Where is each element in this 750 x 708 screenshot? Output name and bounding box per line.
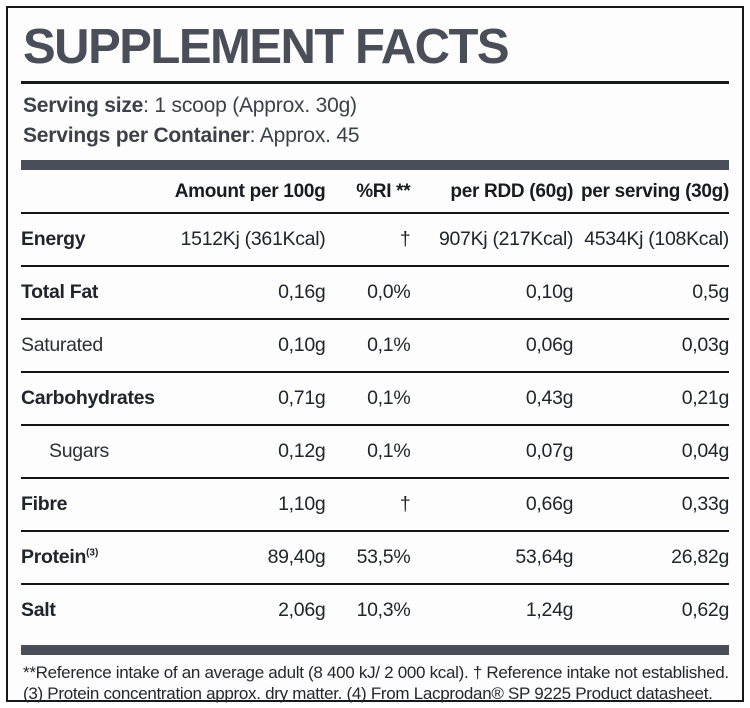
per-rdd-cell: 0,10g — [410, 265, 574, 320]
table-row: Sugars 0,12g 0,1% 0,07g 0,04g — [21, 424, 729, 479]
table-row: Salt 2,06g 10,3% 1,24g 0,62g — [21, 584, 729, 636]
per-rdd-cell: 0,06g — [410, 318, 574, 373]
table-row: Fibre 1,10g † 0,66g 0,33g — [21, 477, 729, 532]
top-accent-bar — [21, 159, 729, 170]
servings-per-container-value: : Approx. 45 — [249, 123, 360, 147]
bottom-accent-bar — [21, 644, 729, 655]
footnote-reference-intake: **Reference intake of an average adult (… — [23, 662, 729, 682]
per-serving-cell: 26,82g — [573, 530, 729, 585]
table-row: Total Fat 0,16g 0,0% 0,10g 0,5g — [21, 265, 729, 320]
table-row: Energy 1512Kj (361Kcal) † 907Kj (217Kcal) 45… — [21, 212, 729, 267]
amount-per-100g-cell: 0,16g — [169, 265, 326, 320]
ri-percent-cell: † — [325, 212, 411, 267]
amount-per-100g-cell: 2,06g — [278, 598, 326, 621]
per-serving-cell: 0,21g — [573, 371, 729, 426]
header-nutrient — [21, 169, 170, 214]
nutrient-name: Sugars — [49, 439, 109, 462]
per-rdd-cell: 0,43g — [410, 371, 574, 426]
per-rdd-cell: 1,24g — [525, 598, 574, 621]
nutrition-table-body: Energy 1512Kj (361Kcal) † 907Kj (217Kcal) 45… — [21, 212, 729, 636]
nutrient-name: Energy — [21, 227, 86, 250]
footnotes: **Reference intake of an average adult (… — [23, 662, 729, 706]
nutrient-name-cell: Carbohydrates — [21, 371, 170, 426]
nutrition-table: Amount per 100g %RI ** per RDD (60g) per… — [21, 169, 729, 636]
servings-per-container-line: Servings per Container: Approx. 45 — [23, 121, 729, 151]
table-row: Carbohydrates 0,71g 0,1% 0,43g 0,21g — [21, 371, 729, 426]
amount-per-100g-cell: 1512Kj (361Kcal) — [169, 212, 326, 267]
nutrient-name: Carbohydrates — [21, 386, 155, 409]
nutrition-table-header: Amount per 100g %RI ** per RDD (60g) per… — [21, 169, 729, 214]
ri-percent-cell: 10,3% — [356, 598, 411, 621]
serving-info: Serving size: 1 scoop (Approx. 30g) Serv… — [23, 91, 729, 151]
table-row: Protein(3) 89,40g 53,5% 53,64g 26,82g — [21, 530, 729, 585]
amount-per-100g-cell: 89,40g — [169, 530, 326, 585]
nutrient-name: Total Fat — [21, 280, 99, 303]
serving-size-value: : 1 scoop (Approx. 30g) — [143, 94, 357, 117]
label-border-panel: SUPPLEMENT FACTS Serving size: 1 scoop (… — [6, 6, 744, 703]
amount-per-100g-cell: 1,10g — [169, 477, 326, 532]
nutrient-name-cell: Protein(3) — [21, 530, 170, 585]
amount-per-100g-cell: 0,10g — [169, 318, 326, 373]
ri-percent-cell: 0,1% — [325, 371, 411, 426]
header-row: Amount per 100g %RI ** per RDD (60g) per… — [21, 169, 729, 214]
header-amount-per-100g: Amount per 100g — [169, 169, 326, 214]
ri-percent-cell: 0,0% — [325, 265, 411, 320]
nutrient-name-cell: Saturated — [21, 318, 170, 373]
header-per-rdd: per RDD (60g) — [410, 169, 574, 214]
amount-per-100g-cell: 0,71g — [169, 371, 326, 426]
header-ri-percent: %RI ** — [325, 169, 411, 214]
footnote-protein-source: (3) Protein concentration approx. dry ma… — [23, 684, 713, 704]
per-serving-cell: 0,03g — [573, 318, 729, 373]
nutrient-name: Protein — [21, 545, 87, 568]
nutrient-name: Saturated — [21, 333, 103, 356]
per-rdd-cell: 0,66g — [410, 477, 574, 532]
per-serving-cell: 4534Kj (108Kcal) — [573, 212, 729, 267]
ri-percent-cell: † — [325, 477, 411, 532]
amount-per-100g-cell: 0,12g — [169, 424, 326, 479]
title-divider — [21, 81, 729, 84]
ri-percent-cell: 0,1% — [325, 424, 411, 479]
ri-percent-cell: 0,1% — [325, 318, 411, 373]
nutrient-name-cell: Sugars — [21, 424, 170, 479]
per-serving-cell: 0,04g — [573, 424, 729, 479]
nutrient-name-cell: Energy — [21, 212, 170, 267]
page-title: SUPPLEMENT FACTS — [23, 20, 510, 74]
per-rdd-cell: 53,64g — [410, 530, 574, 585]
nutrient-footnote-marker: (3) — [86, 547, 99, 559]
header-per-serving: per serving (30g) — [573, 169, 729, 214]
ri-percent-cell: 53,5% — [325, 530, 411, 585]
per-rdd-cell: 0,07g — [410, 424, 574, 479]
table-row: Saturated 0,10g 0,1% 0,06g 0,03g — [21, 318, 729, 373]
serving-size-label: Serving size — [23, 94, 144, 117]
servings-per-container-label: Servings per Container — [23, 123, 250, 147]
nutrient-name: Salt — [21, 598, 56, 621]
per-rdd-cell: 907Kj (217Kcal) — [410, 212, 574, 267]
nutrient-name: Fibre — [21, 492, 68, 515]
nutrient-name-cell: Fibre — [21, 477, 170, 532]
serving-size-line: Serving size: 1 scoop (Approx. 30g) — [23, 91, 729, 121]
nutrient-name-cell: Total Fat — [21, 265, 170, 320]
per-serving-cell: 0,62g — [681, 598, 730, 621]
nutrient-name-cell: Salt — [21, 584, 170, 636]
per-serving-cell: 0,33g — [573, 477, 729, 532]
per-serving-cell: 0,5g — [573, 265, 729, 320]
